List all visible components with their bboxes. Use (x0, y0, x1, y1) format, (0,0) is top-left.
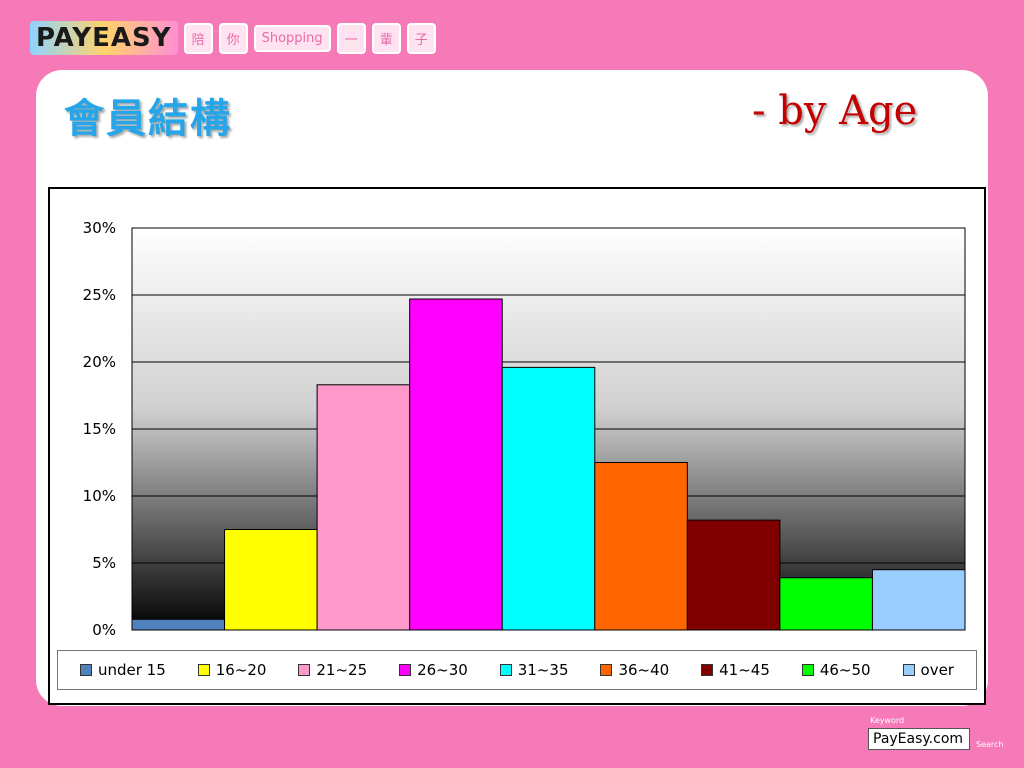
bar-chart: 0% 5% 10% 15% 20% 25% 30% (83, 219, 966, 639)
legend-label: 21~25 (316, 661, 368, 679)
legend-label: 31~35 (517, 661, 569, 679)
slide-subtitle: - by Age (752, 88, 918, 134)
bar-31-35 (501, 366, 596, 631)
bar-16-20 (224, 529, 318, 631)
bar-26-30 (409, 298, 503, 631)
legend-label: 36~40 (618, 661, 670, 679)
legend-label: 46~50 (819, 661, 871, 679)
y-tick-label: 25% (83, 286, 116, 304)
bar-21-25 (316, 384, 411, 631)
legend-item: 26~30 (399, 661, 468, 679)
legend-swatch (298, 664, 311, 676)
tagline-tag-6: 子 (406, 22, 436, 54)
tagline-tag-5: 輩 (371, 22, 401, 54)
bar-46-50 (779, 577, 873, 631)
legend-label: over (920, 661, 954, 679)
legend-swatch (197, 664, 210, 676)
legend-swatch (79, 664, 92, 676)
legend-item: 36~40 (600, 661, 669, 679)
slide-title: 會員結構 (64, 96, 232, 142)
footer-keyword-label: Keyword (870, 716, 905, 725)
legend-item: under 15 (79, 661, 166, 679)
legend-label: 41~45 (719, 661, 770, 679)
bar-under-15 (131, 618, 226, 631)
tagline-tag-1: 陪 (183, 22, 213, 54)
header-logo-bar: PAYEASY 陪 你 Shopping 一 輩 子 (30, 18, 436, 58)
y-tick-label: 10% (83, 487, 116, 505)
legend-item: 46~50 (801, 661, 871, 679)
legend-swatch (902, 664, 915, 676)
footer-search-label: Search (976, 740, 1004, 749)
legend-item: 21~25 (298, 661, 367, 679)
payeasy-logo[interactable]: PAYEASY (30, 21, 178, 55)
legend-item: 41~45 (701, 661, 770, 679)
legend-label: under 15 (97, 661, 166, 679)
tagline-tag-2: 你 (218, 22, 248, 54)
footer-search-box[interactable]: PayEasy.com (868, 728, 970, 750)
tagline-tag-4: 一 (336, 22, 366, 54)
y-tick-label: 20% (83, 353, 116, 371)
legend-swatch (499, 664, 512, 676)
chart-legend: under 15 16~20 21~25 26~30 31~35 36~40 41~45 46… (57, 650, 977, 690)
tagline-tag-3: Shopping (253, 24, 331, 52)
y-tick-label: 15% (83, 420, 116, 438)
legend-item: 31~35 (499, 661, 569, 679)
legend-swatch (701, 664, 714, 676)
footer-search-logo: Keyword PayEasy.com Search (868, 716, 1008, 756)
legend-swatch (801, 664, 814, 676)
legend-swatch (600, 664, 613, 676)
legend-label: 26~30 (417, 661, 468, 679)
y-tick-label: 0% (92, 621, 116, 639)
legend-label: 16~20 (215, 661, 267, 679)
bar-36-40 (594, 462, 688, 631)
y-tick-label: 5% (92, 554, 116, 572)
y-tick-label: 30% (83, 219, 116, 237)
legend-item: over (902, 661, 954, 679)
chart-frame: 0% 5% 10% 15% 20% 25% 30% (48, 187, 986, 705)
bar-over (871, 569, 966, 631)
bar-41-45 (686, 519, 781, 631)
legend-swatch (399, 664, 412, 676)
legend-item: 16~20 (197, 661, 267, 679)
